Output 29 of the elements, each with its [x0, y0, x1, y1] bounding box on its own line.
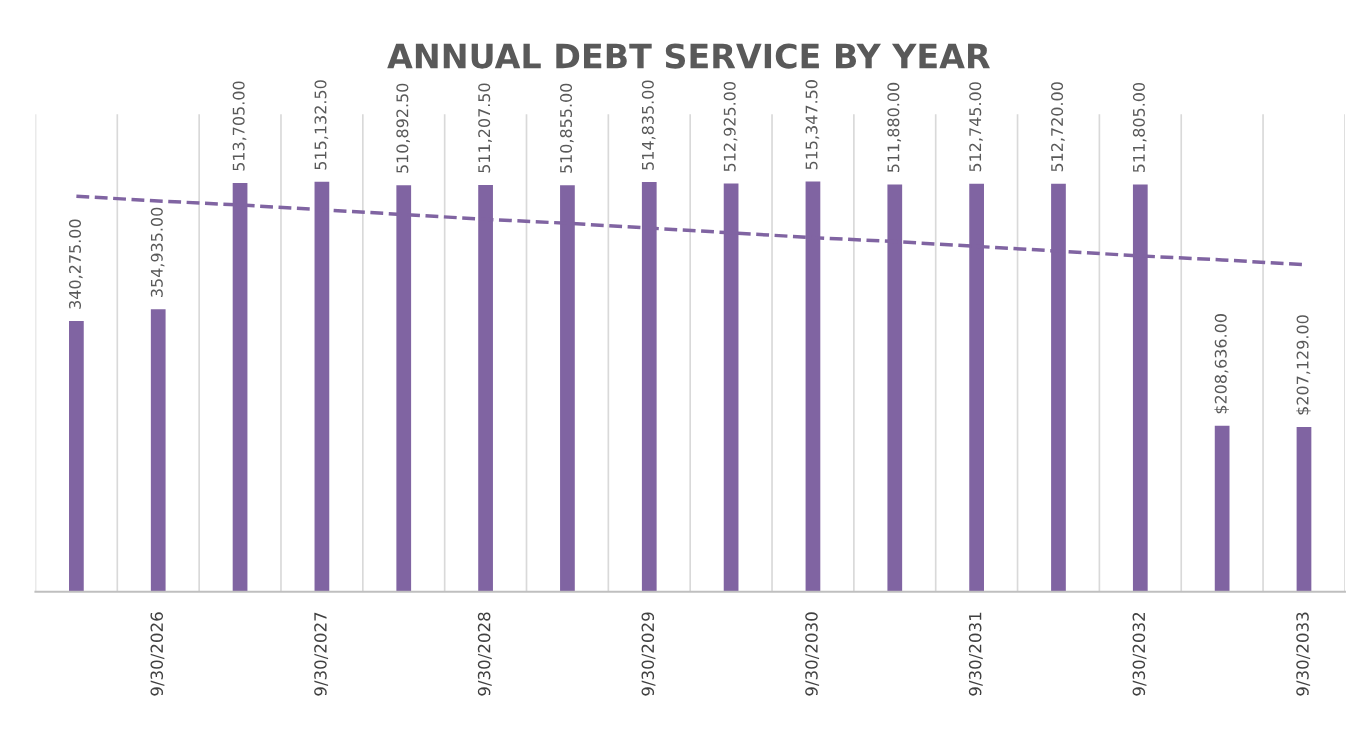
- x-tick-label: 9/30/2026: [150, 612, 165, 696]
- x-tick-label: 9/30/2029: [641, 612, 656, 696]
- data-label: $208,636.00: [1214, 314, 1229, 414]
- data-label: 511,805.00: [1132, 82, 1147, 173]
- data-label: 340,275.00: [68, 219, 83, 309]
- x-tick-label: 9/30/2030: [805, 612, 820, 696]
- chart-title: ANNUAL DEBT SERVICE BY YEAR: [387, 43, 990, 69]
- x-tick-label: 9/30/2028: [477, 612, 492, 696]
- data-label: 354,935.00: [150, 207, 165, 297]
- data-label: 512,745.00: [969, 82, 983, 172]
- bar: [150, 309, 166, 592]
- data-label: 512,720.00: [1051, 82, 1065, 172]
- x-tick-label: 9/30/2032: [1132, 612, 1147, 696]
- data-label: 514,835.00: [641, 80, 656, 170]
- data-label: 510,892.50: [396, 83, 411, 173]
- data-label: 511,880.00: [887, 82, 902, 173]
- x-tick-label: 9/30/2031: [968, 612, 983, 696]
- bar: [1214, 425, 1230, 592]
- data-label: 510,855.00: [559, 83, 574, 173]
- data-label: 512,925.00: [723, 82, 738, 172]
- data-label: 515,347.50: [805, 80, 820, 170]
- x-tick-label: 9/30/2027: [314, 612, 329, 696]
- bar: [69, 320, 84, 592]
- data-label: 511,207.50: [478, 83, 492, 173]
- data-label: 515,132.50: [314, 80, 329, 170]
- data-label: 513,705.00: [232, 81, 247, 171]
- x-tick-label: 9/30/2033: [1296, 612, 1311, 696]
- bar: [1296, 426, 1312, 592]
- data-label: $207,129.00: [1296, 315, 1311, 415]
